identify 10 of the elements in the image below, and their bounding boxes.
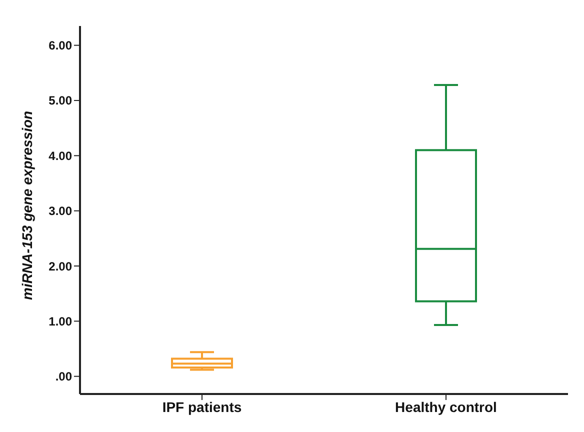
x-tick-label: Healthy control <box>395 398 497 415</box>
y-tick-label: .00 <box>55 370 72 384</box>
y-tick-label: 5.00 <box>48 94 72 108</box>
y-axis-title: miRNA-153 gene expression <box>18 110 35 300</box>
y-tick-label: 3.00 <box>48 204 72 218</box>
x-tick-label: IPF patients <box>162 398 242 415</box>
y-tick-label: 1.00 <box>48 314 72 328</box>
y-tick-label: 4.00 <box>48 148 72 163</box>
y-tick-label: 6.00 <box>48 38 72 53</box>
y-tick-label: 2.00 <box>48 259 72 274</box>
